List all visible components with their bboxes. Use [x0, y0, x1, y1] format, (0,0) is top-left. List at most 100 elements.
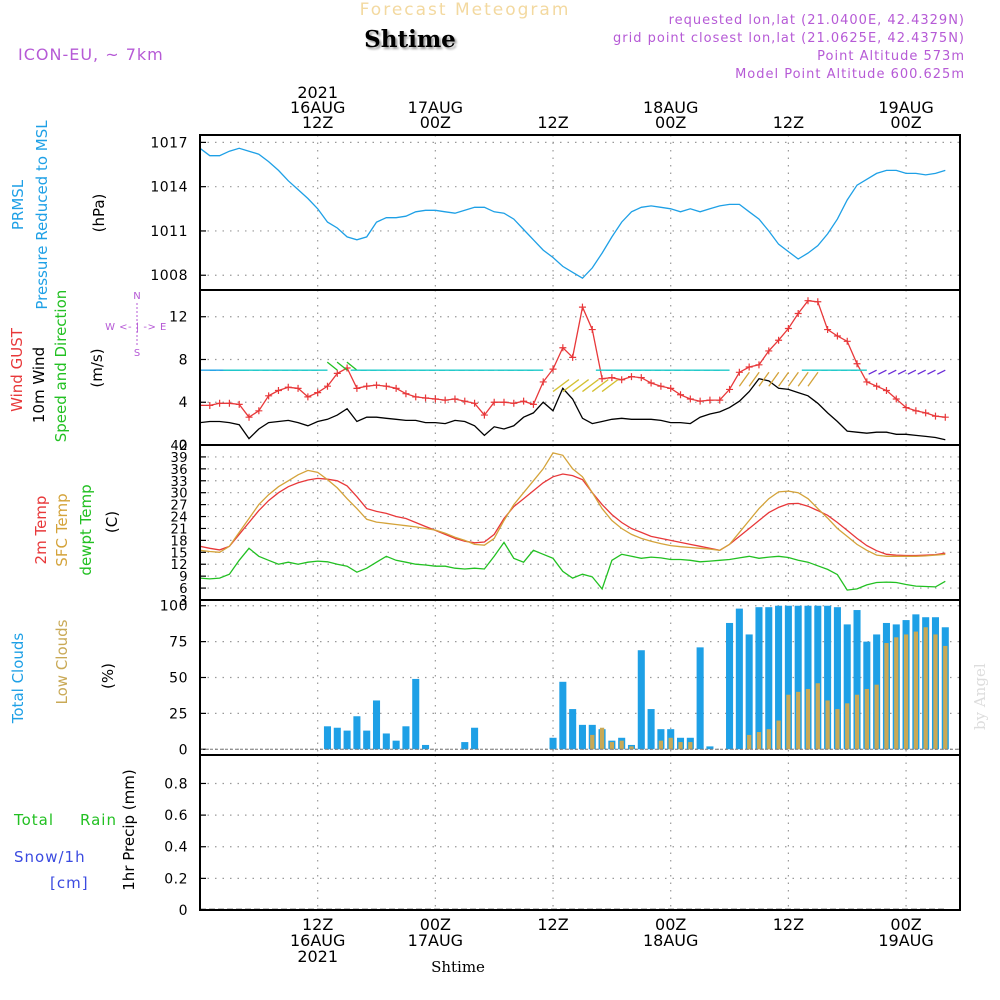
- wind-arrow: [552, 379, 570, 393]
- gridpoint-coords: grid point closest lon,lat (21.0625E, 42…: [613, 31, 965, 46]
- gust-marker: [804, 297, 812, 305]
- gust-marker: [216, 399, 224, 407]
- forecast-title: Forecast Meteogram: [360, 0, 571, 20]
- wind-arrow: [591, 379, 609, 393]
- pressure-label: PRMSL: [9, 179, 27, 230]
- bar-total-clouds: [726, 622, 734, 750]
- gust-marker: [304, 393, 312, 401]
- compass-south: S: [134, 348, 140, 359]
- bar-low-clouds: [864, 688, 869, 750]
- bar-total-clouds: [765, 607, 773, 750]
- y-tick-label: 21: [170, 522, 188, 537]
- gust-marker: [422, 394, 430, 402]
- model-label: ICON-EU, ~ 7km: [18, 45, 164, 64]
- gust-marker: [598, 375, 606, 383]
- gust-marker: [245, 413, 253, 421]
- bar-low-clouds: [874, 684, 879, 750]
- y-tick-label: 1008: [150, 268, 188, 284]
- gust-marker: [588, 326, 596, 334]
- plot-area-pressure: [200, 147, 946, 280]
- series-line-dewpt-temp: [200, 541, 946, 591]
- bar-total-clouds: [333, 727, 341, 750]
- y-tick-label: 75: [169, 635, 188, 651]
- series-line-2m-temp: [200, 473, 946, 557]
- gust-marker: [647, 379, 655, 387]
- y-tick-label: 6: [179, 582, 188, 597]
- bar-total-clouds: [853, 610, 861, 750]
- bar-low-clouds: [845, 703, 850, 750]
- total-rain-label-1: Total: [13, 811, 54, 829]
- dewpt-label: dewpt Temp: [77, 484, 95, 575]
- requested-coords: requested lon,lat (21.0400E, 42.4329N): [669, 13, 965, 28]
- gust-marker: [412, 393, 420, 401]
- pressure-desc-label: Pressure Reduced to MSL: [33, 120, 51, 310]
- header: Forecast Meteogram Shtime ICON-EU, ~ 7km…: [18, 0, 989, 976]
- y-tick-label: 9: [179, 570, 188, 585]
- wind-arrow: [878, 369, 887, 375]
- top-time-label: 12Z: [302, 113, 333, 132]
- clouds-unit-label: (%): [99, 663, 117, 689]
- bar-total-clouds: [755, 607, 763, 750]
- y-tick-label: 1017: [150, 135, 188, 151]
- y-tick-label: 24: [170, 511, 188, 526]
- gust-marker: [618, 376, 626, 384]
- bar-low-clouds: [815, 683, 820, 750]
- bottom-time-label: 18AUG: [643, 931, 698, 950]
- y-tick-label: 0.4: [164, 840, 188, 856]
- bar-low-clouds: [590, 734, 595, 750]
- gust-marker: [549, 365, 557, 373]
- wind-arrow: [562, 379, 580, 393]
- snow-label: Snow/1h: [14, 848, 86, 866]
- gust-marker: [353, 384, 361, 392]
- gust-marker: [392, 384, 400, 392]
- gust-marker: [461, 397, 469, 405]
- gust-marker: [706, 396, 714, 404]
- gust-marker: [794, 310, 802, 318]
- gust-marker: [255, 407, 263, 415]
- wind-arrow: [748, 371, 760, 387]
- gust-marker: [333, 369, 341, 377]
- bar-total-clouds: [745, 634, 753, 750]
- total-clouds-label: Total Clouds: [9, 633, 27, 725]
- wind-arrow: [927, 369, 936, 375]
- gust-marker: [863, 378, 871, 386]
- bottom-time-label: 12Z: [537, 915, 568, 934]
- plot-area-clouds: [200, 605, 960, 750]
- panels: 1008101110141017048123691215182124273033…: [150, 134, 961, 919]
- gust-marker: [716, 396, 724, 404]
- gust-marker: [490, 398, 498, 406]
- gust-marker: [686, 395, 694, 403]
- bar-low-clouds: [658, 740, 664, 750]
- bar-low-clouds: [766, 729, 771, 750]
- top-time-label: 00Z: [890, 113, 921, 132]
- gust-marker: [323, 382, 331, 390]
- bar-total-clouds: [804, 605, 812, 750]
- y-tick-label: 18: [170, 534, 188, 549]
- wind-arrow: [868, 369, 877, 375]
- point-altitude: Point Altitude 573m: [817, 49, 965, 64]
- y-tick-label: 12: [170, 558, 188, 573]
- gust-marker: [274, 386, 282, 394]
- low-clouds-label: Low Clouds: [53, 619, 71, 704]
- bar-low-clouds: [786, 694, 791, 750]
- y-tick-label: 100: [160, 599, 188, 615]
- y-tick-label: 0.8: [164, 776, 188, 792]
- bar-total-clouds: [569, 709, 577, 750]
- gust-marker: [382, 382, 390, 390]
- gust-label: Wind GUST: [8, 327, 26, 412]
- y-tick-label: 15: [170, 546, 188, 561]
- gust-marker: [882, 386, 890, 394]
- bar-low-clouds: [854, 694, 860, 750]
- gust-marker: [373, 381, 381, 389]
- location-title: Shtime: [364, 26, 456, 53]
- bar-total-clouds: [784, 605, 792, 750]
- gust-marker: [529, 400, 537, 408]
- gust-marker: [765, 347, 773, 355]
- top-time-label: 12Z: [773, 113, 804, 132]
- bar-total-clouds: [422, 744, 430, 750]
- bottom-time-label: 12Z: [302, 915, 333, 934]
- bar-total-clouds: [696, 647, 704, 750]
- wind-arrow: [758, 371, 770, 387]
- bar-low-clouds: [619, 740, 624, 750]
